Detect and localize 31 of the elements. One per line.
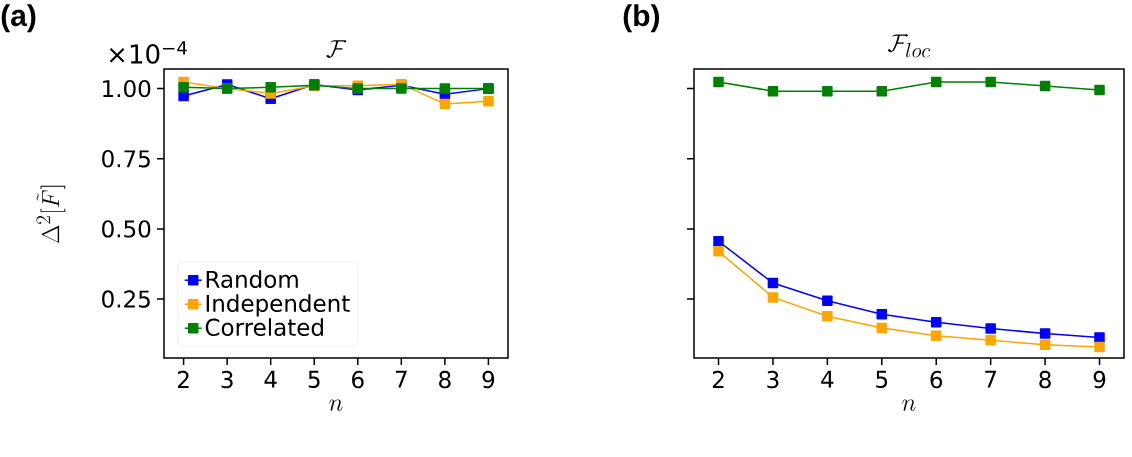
y-tick-label: 0.50 — [102, 220, 151, 238]
x-tick-label: 7 — [985, 370, 997, 388]
legend-label: Correlated — [205, 318, 323, 337]
x-tick-label: 6 — [352, 370, 364, 389]
x-tick-label: 4 — [821, 370, 834, 388]
legend-label: Random — [206, 270, 298, 288]
chart-title: $\mathcal{F}_{loc}$ — [887, 34, 931, 58]
x-tick-label: 4 — [264, 370, 277, 388]
legend-label: Independent — [206, 294, 350, 317]
y-axis-title: $\Delta^2[\tilde{F}]$ — [36, 185, 66, 243]
text: (a) — [1, 4, 36, 33]
x-tick-label: 9 — [482, 370, 495, 389]
x-tick-label: 9 — [1093, 370, 1106, 389]
x-tick-label: 2 — [177, 370, 189, 388]
y-tick-label: 0.25 — [102, 290, 150, 308]
x-tick-label: 8 — [439, 370, 451, 389]
x-tick-label: 6 — [930, 370, 943, 389]
x-tick-label: 5 — [308, 370, 320, 388]
x-axis-title: $n$ — [329, 399, 343, 411]
y-tick-label: 0.75 — [102, 150, 150, 168]
text: (b) — [623, 4, 660, 33]
x-tick-label: 3 — [221, 370, 233, 389]
chart-title: $\mathcal{F}$ — [326, 40, 347, 58]
x-tick-label: 2 — [712, 370, 724, 388]
x-tick-label: 8 — [1039, 370, 1051, 389]
x-axis-title: $n$ — [902, 399, 916, 411]
y-tick-label: 1.00 — [103, 79, 151, 98]
x-tick-label: 3 — [767, 370, 779, 389]
x-tick-label: 7 — [395, 370, 407, 388]
x-tick-label: 5 — [876, 370, 888, 388]
text: ×10$^{−4}$ — [109, 41, 187, 64]
